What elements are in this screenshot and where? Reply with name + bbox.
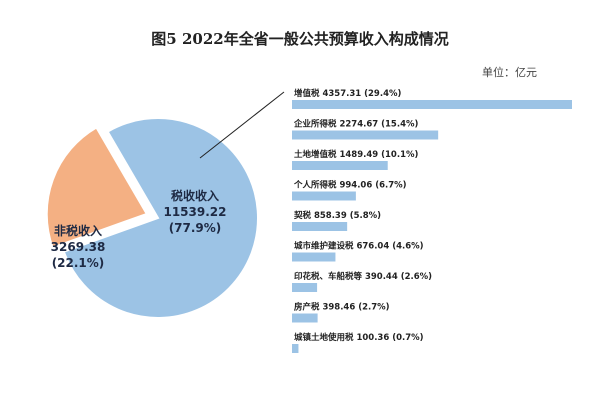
- bar-label-3: 个人所得税 994.06 (6.7%): [293, 180, 407, 191]
- bar-2: [292, 161, 388, 170]
- pie-percent-non-tax: (22.1%): [52, 256, 105, 270]
- chart-title: 图5 2022年全省一般公共预算收入构成情况: [151, 30, 449, 48]
- pie-chart: 税收收入 11539.22 (77.9%) 非税收入 3269.38 (22.1%): [45, 91, 285, 319]
- pie-slice-non-tax-revenue: [45, 126, 149, 249]
- bar-label-1: 企业所得税 2274.67 (15.4%): [293, 119, 419, 130]
- bar-8: [292, 344, 299, 353]
- bar-0: [292, 100, 572, 109]
- connector-line: [199, 91, 285, 159]
- bar-3: [292, 191, 356, 201]
- bar-5: [292, 252, 336, 262]
- pie-percent-tax: (77.9%): [169, 221, 222, 235]
- bar-chart: 增值税 4357.31 (29.4%) 企业所得税 2274.67 (15.4%)…: [292, 88, 572, 353]
- bar-7: [292, 313, 318, 323]
- bar-label-4: 契税 858.39 (5.8%): [293, 210, 381, 221]
- bar-label-7: 房产税 398.46 (2.7%): [294, 302, 390, 313]
- bar-label-6: 印花税、车船税等 390.44 (2.6%): [294, 271, 432, 282]
- bar-label-5: 城市维护建设税 676.04 (4.6%): [294, 241, 424, 252]
- unit-label: 单位：亿元: [482, 66, 537, 79]
- pie-value-tax: 11539.22: [163, 205, 226, 219]
- pie-label-tax: 税收收入: [171, 188, 219, 203]
- bar-label-2: 土地增值税 1489.49 (10.1%): [294, 149, 419, 160]
- bar-label-8: 城镇土地使用税 100.36 (0.7%): [294, 332, 424, 343]
- bar-label-0: 增值税 4357.31 (29.4%): [294, 88, 402, 99]
- pie-label-non-tax: 非税收入: [54, 223, 102, 238]
- bar-4: [292, 222, 348, 231]
- pie-slice-tax-revenue: [62, 117, 259, 319]
- bar-1: [292, 130, 439, 140]
- bar-6: [292, 283, 318, 292]
- pie-value-non-tax: 3269.38: [51, 240, 106, 254]
